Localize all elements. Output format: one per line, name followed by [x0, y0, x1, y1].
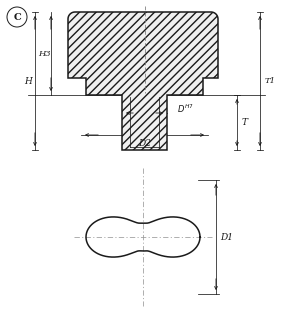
Text: H3: H3	[38, 50, 50, 57]
Text: D1: D1	[220, 232, 233, 241]
Text: C: C	[13, 13, 21, 21]
Polygon shape	[68, 12, 218, 150]
Text: T: T	[242, 118, 248, 127]
Text: D2: D2	[138, 139, 151, 149]
Text: T1: T1	[265, 77, 276, 85]
Text: H: H	[24, 77, 32, 85]
Text: $D^{H7}$: $D^{H7}$	[177, 103, 194, 115]
